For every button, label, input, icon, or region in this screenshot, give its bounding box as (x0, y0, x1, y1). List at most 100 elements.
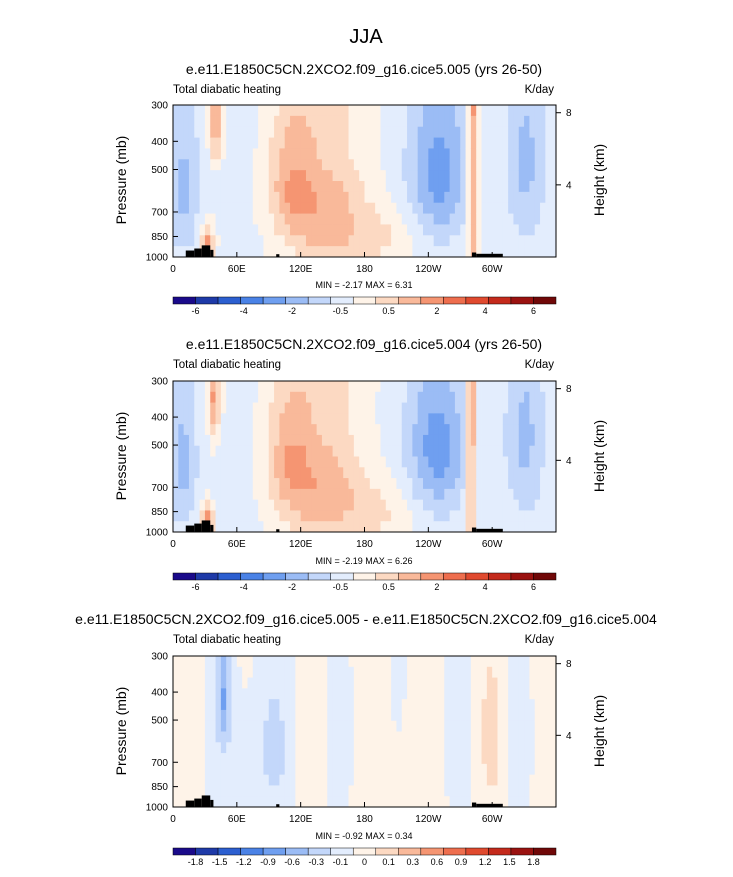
heatmap-cell (183, 499, 190, 511)
heatmap-cell (353, 656, 360, 668)
heatmap-cell (359, 677, 365, 689)
heatmap-cell (380, 763, 387, 776)
heatmap-cell (353, 731, 360, 743)
heatmap-cell (449, 796, 456, 808)
heatmap-cell (486, 796, 493, 808)
heatmap-cell (188, 478, 195, 490)
heatmap-cell (305, 456, 312, 468)
heatmap-cell (401, 666, 408, 678)
heatmap-cell (183, 126, 190, 138)
heatmap-cell (545, 224, 552, 236)
topography-block (185, 800, 195, 807)
heatmap-cell (290, 126, 296, 138)
heatmap-cell (444, 126, 451, 138)
colorbar-swatch (330, 296, 354, 305)
heatmap-cell (401, 434, 408, 447)
heatmap-cell (417, 235, 424, 247)
heatmap-cell (508, 774, 514, 786)
heatmap-cell (348, 434, 355, 447)
heatmap-cell (316, 720, 323, 732)
heatmap-cell (486, 656, 493, 668)
heatmap-cell (311, 137, 318, 149)
heatmap-cell (385, 510, 392, 522)
heatmap-cell (364, 666, 371, 678)
heatmap-cell (513, 413, 520, 425)
heatmap-cell (178, 391, 185, 403)
heatmap-cell (311, 488, 318, 501)
heatmap-cell (268, 224, 275, 236)
heatmap-cell (385, 159, 392, 171)
heatmap-cell (518, 105, 525, 117)
heatmap-cell (438, 191, 445, 204)
colorbar-swatch (510, 847, 534, 856)
heatmap-cell (524, 148, 530, 160)
heatmap-cell (470, 796, 477, 808)
heatmap-cell (353, 688, 360, 700)
heatmap-cell (252, 656, 259, 668)
heatmap-cell (449, 246, 456, 258)
heatmap-cell (508, 499, 514, 511)
heatmap-cell (465, 785, 472, 797)
heatmap-cell (252, 391, 259, 403)
heatmap-cell (321, 148, 328, 160)
heatmap-cell (486, 731, 493, 743)
heatmap-cell (540, 753, 546, 765)
heatmap-cell (380, 488, 387, 501)
heatmap-cell (481, 709, 488, 722)
heatmap-cell (407, 181, 413, 193)
heatmap-cell (428, 785, 435, 797)
heatmap-cell (534, 488, 541, 501)
heatmap-cell (375, 510, 381, 522)
heatmap-cell (540, 181, 546, 193)
heatmap-cell (407, 731, 413, 743)
heatmap-cell (428, 521, 435, 533)
heatmap-cell (518, 499, 525, 511)
heatmap-cell (316, 467, 323, 479)
heatmap-cell (236, 699, 243, 711)
heatmap-cell (423, 213, 429, 225)
heatmap-cell (204, 213, 211, 225)
heatmap-cell (385, 785, 392, 797)
heatmap-cell (513, 115, 520, 128)
heatmap-cell (284, 170, 291, 182)
heatmap-cell (353, 742, 360, 754)
heatmap-cell (423, 521, 429, 533)
heatmap-cell (417, 677, 424, 689)
heatmap-cell (348, 478, 355, 490)
heatmap-cell (343, 488, 349, 501)
heatmap-cell (242, 413, 248, 425)
heatmap-cell (268, 666, 275, 678)
heatmap-cell (476, 402, 482, 414)
heatmap-cell (284, 381, 291, 393)
heatmap-cell (449, 191, 456, 204)
heatmap-cell (231, 181, 238, 193)
heatmap-cell (428, 159, 435, 171)
heatmap-cell (188, 488, 195, 501)
heatmap-cell (534, 213, 541, 225)
heatmap-cell (343, 137, 349, 149)
heatmap-cell (407, 709, 413, 722)
heatmap-cell (369, 381, 376, 393)
heatmap-cell (332, 202, 339, 214)
heatmap-cell (417, 445, 424, 457)
colorbar-swatch (352, 572, 377, 581)
heatmap-cell (470, 391, 477, 403)
heatmap-cell (529, 381, 536, 393)
heatmap-cell (401, 456, 408, 468)
heatmap-cell (231, 488, 238, 501)
heatmap-cell (465, 391, 472, 403)
heatmap-cell (486, 753, 493, 765)
heatmap-cell (454, 434, 461, 447)
heatmap-cell (513, 434, 520, 447)
heatmap-cell (204, 126, 211, 138)
heatmap-cell (497, 785, 504, 797)
heatmap-cell (337, 720, 344, 732)
heatmap-cell (242, 170, 248, 182)
heatmap-cell (226, 677, 232, 689)
heatmap-cell (343, 434, 349, 447)
heatmap-cell (173, 170, 179, 182)
heatmap-cell (529, 434, 536, 447)
heatmap-cell (327, 381, 333, 393)
heatmap-cell (226, 213, 232, 225)
